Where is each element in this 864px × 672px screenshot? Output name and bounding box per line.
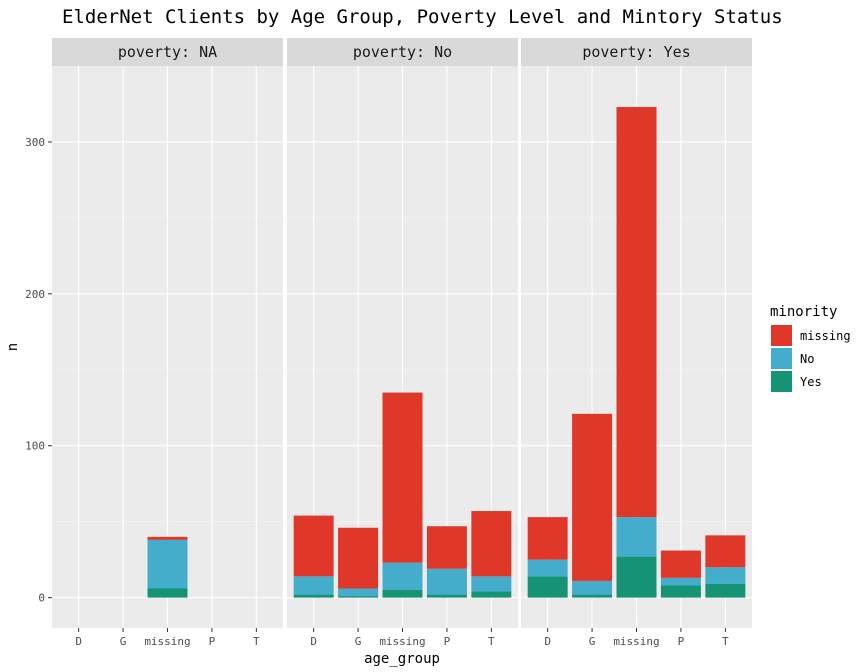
legend-label: missing — [800, 329, 851, 343]
bar-segment — [660, 585, 701, 598]
legend-label: No — [800, 352, 814, 366]
bar-segment — [338, 588, 379, 597]
legend-key-no — [771, 348, 792, 369]
bar-segment — [471, 511, 512, 577]
facet-strip — [521, 38, 752, 66]
bar-segment — [293, 594, 334, 598]
facet-strip — [287, 38, 518, 66]
bar-segment — [147, 588, 188, 598]
x-axis-label: age_group — [364, 651, 440, 667]
x-tick-label: D — [544, 635, 551, 648]
x-tick-label: T — [253, 635, 260, 648]
legend: minority missing No Yes — [770, 304, 851, 392]
x-tick-label: missing — [379, 635, 425, 648]
bar-segment — [572, 413, 613, 581]
y-tick-label: 0 — [38, 592, 45, 605]
bar-segment — [147, 536, 188, 540]
legend-key-yes — [771, 371, 792, 392]
bar-segment — [527, 576, 568, 598]
bar-segment — [705, 567, 746, 584]
bar-segment — [293, 515, 334, 577]
x-tick-label: P — [444, 635, 451, 648]
legend-title: minority — [770, 304, 837, 320]
facet-strip-label: poverty: NA — [118, 43, 217, 61]
bar-segment — [527, 517, 568, 560]
bar-segment — [572, 594, 613, 598]
facet-strip — [52, 38, 283, 66]
y-axis: 0 100 200 300 — [25, 136, 52, 605]
bar-segment — [426, 526, 467, 569]
x-tick-label: G — [589, 635, 596, 648]
bar-segment — [705, 535, 746, 568]
bar-segment — [616, 517, 657, 557]
facet-strip-label: poverty: Yes — [582, 43, 690, 61]
bar-segment — [293, 576, 334, 595]
y-tick-label: 100 — [25, 440, 45, 453]
x-tick-label: T — [488, 635, 495, 648]
bar-segment — [338, 596, 379, 598]
bar-segment — [705, 583, 746, 598]
bar-segment — [572, 580, 613, 595]
x-tick-label: D — [310, 635, 317, 648]
bar-segment — [382, 392, 423, 563]
bar-segment — [527, 559, 568, 577]
bar-segment — [382, 590, 423, 598]
bar-segment — [147, 539, 188, 589]
x-tick-label: G — [355, 635, 362, 648]
bar-segment — [616, 107, 657, 518]
x-tick-label: missing — [144, 635, 190, 648]
y-tick-label: 200 — [25, 288, 45, 301]
bar-segment — [471, 576, 512, 592]
x-tick-label: missing — [613, 635, 659, 648]
chart-title: ElderNet Clients by Age Group, Poverty L… — [62, 6, 783, 28]
x-tick-label: G — [120, 635, 127, 648]
bar-segment — [660, 577, 701, 586]
legend-key-missing — [771, 325, 792, 346]
x-tick-label: P — [209, 635, 216, 648]
y-axis-label: n — [5, 343, 21, 351]
bar-segment — [338, 527, 379, 589]
x-tick-label: T — [722, 635, 729, 648]
x-tick-label: D — [75, 635, 82, 648]
bar-segment — [382, 562, 423, 591]
legend-label: Yes — [800, 375, 822, 389]
bar-segment — [471, 591, 512, 598]
bar-segment — [616, 556, 657, 598]
bar-segment — [426, 568, 467, 595]
bar-segment — [660, 550, 701, 578]
facet-strip-label: poverty: No — [353, 43, 452, 61]
bar-segment — [426, 594, 467, 598]
y-tick-label: 300 — [25, 136, 45, 149]
x-tick-label: P — [678, 635, 685, 648]
